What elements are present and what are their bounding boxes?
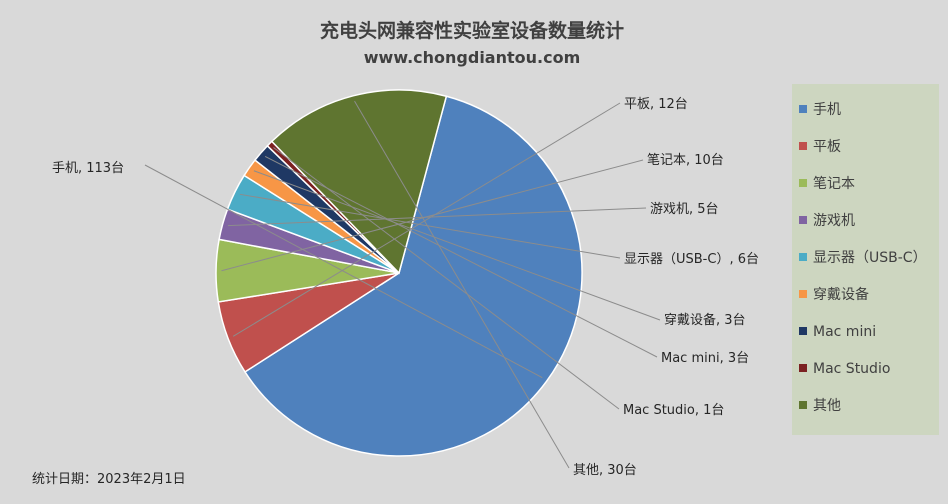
chart-subtitle: www.chongdiantou.com	[364, 48, 581, 67]
leader-line-1	[144, 164, 543, 379]
legend-box	[792, 84, 939, 435]
footnote-date: 统计日期：2023年2月1日	[32, 472, 186, 487]
legend-swatch-1	[799, 105, 807, 113]
legend-label-7: Mac mini	[813, 324, 876, 340]
legend-label-1: 手机	[813, 102, 841, 118]
leader-lines	[144, 100, 661, 469]
leader-line-7	[264, 155, 658, 358]
data-label-5: 显示器（USB-C）, 6台	[624, 252, 759, 267]
data-label-7: Mac mini, 3台	[661, 351, 749, 366]
data-label-1: 手机, 113台	[52, 161, 124, 176]
leader-line-4	[227, 207, 647, 227]
data-label-4: 游戏机, 5台	[650, 202, 719, 217]
legend-swatch-8	[799, 364, 807, 372]
data-label-6: 穿戴设备, 3台	[664, 312, 746, 328]
leader-line-5	[239, 193, 621, 259]
leader-line-2	[232, 102, 621, 337]
legend-swatch-3	[799, 179, 807, 187]
legend-label-9: 其他	[813, 398, 841, 414]
legend-swatch-6	[799, 290, 807, 298]
legend-label-5: 显示器（USB-C）	[813, 250, 927, 266]
legend-label-6: 穿戴设备	[813, 286, 869, 303]
data-label-2: 平板, 12台	[624, 97, 688, 112]
data-label-9: 其他, 30台	[573, 463, 637, 478]
legend-label-8: Mac Studio	[813, 361, 890, 377]
legend-label-2: 平板	[813, 139, 841, 155]
data-label-3: 笔记本, 10台	[647, 152, 724, 168]
leader-line-9	[354, 100, 570, 469]
data-label-8: Mac Studio, 1台	[623, 403, 724, 418]
legend-swatch-5	[799, 253, 807, 261]
pie-slice-1	[243, 95, 583, 457]
chart-title: 充电头网兼容性实验室设备数量统计	[320, 19, 624, 42]
pie-slices	[215, 89, 583, 457]
leader-line-8	[273, 147, 620, 410]
legend-swatch-9	[799, 401, 807, 409]
leader-line-6	[253, 170, 661, 321]
legend-label-4: 游戏机	[813, 213, 855, 229]
legend-swatch-4	[799, 216, 807, 224]
legend-label-3: 笔记本	[813, 176, 855, 192]
leader-line-3	[221, 159, 644, 272]
legend-swatch-2	[799, 142, 807, 150]
legend-swatch-7	[799, 327, 807, 335]
